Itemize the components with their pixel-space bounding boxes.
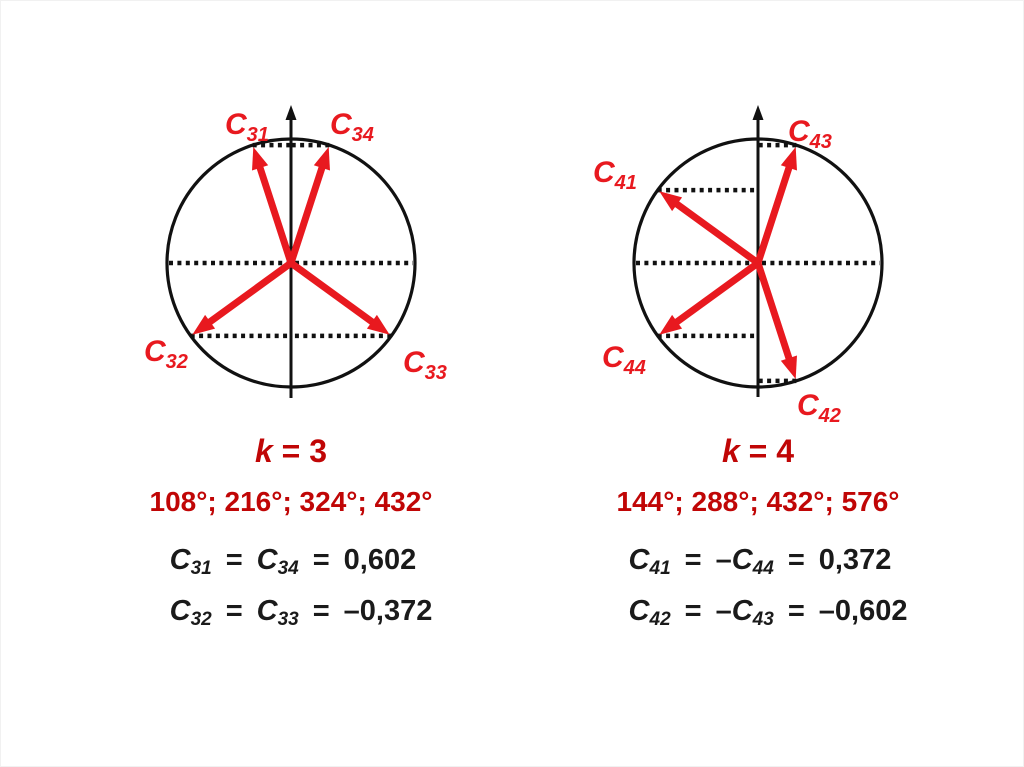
equals-sign: = — [225, 544, 243, 576]
vector-label-subscript: 41 — [614, 172, 637, 194]
vector-label-subscript: 44 — [623, 357, 646, 379]
column-k3: k = 3 108°; 216°; 324°; 432° C31 = C34 = 0,6… — [81, 1, 501, 766]
vector-label-subscript: 32 — [166, 351, 188, 373]
vector-label-subscript: 33 — [425, 362, 447, 384]
vector-arrowhead-icon-C42 — [780, 355, 797, 380]
k-value: = 3 — [272, 433, 328, 469]
coefficient-left: C41 — [628, 544, 671, 579]
equation-line: C32 = C33 = –0,372 — [170, 586, 433, 637]
vector-label-subscript: 31 — [247, 124, 269, 146]
vector-arrow-C34 — [287, 159, 328, 265]
coefficient-subscript: 34 — [277, 558, 299, 579]
equals-sign: = — [312, 595, 330, 627]
vector-arrowhead-icon-C41 — [659, 191, 683, 212]
vector-label-C31: C31 — [225, 108, 269, 146]
equation-line: C31 = C34 = 0,602 — [170, 535, 433, 586]
coefficient-left: C42 — [628, 595, 671, 630]
coefficient-mid: –C43 — [715, 595, 774, 630]
coefficient-value: –0,602 — [818, 595, 908, 627]
vector-arrowhead-icon-C43 — [780, 146, 797, 171]
coefficient-symbol: C — [169, 544, 191, 576]
minus-sign: – — [715, 595, 732, 627]
minus-sign: – — [715, 544, 732, 576]
coefficient-left: C31 — [169, 544, 212, 579]
vector-arrow-C44 — [668, 260, 761, 330]
coefficient-subscript: 31 — [190, 558, 212, 579]
coefficient-subscript: 44 — [752, 558, 774, 579]
coefficient-subscript: 43 — [752, 609, 774, 630]
vector-arrow-C32 — [201, 260, 294, 330]
vector-label-subscript: 42 — [818, 405, 841, 427]
k-heading: k = 4 — [547, 434, 969, 468]
equations-inner: C41 = –C44 = 0,372 C42 = –C43 = –0,602 — [609, 535, 908, 637]
vector-arrowhead-icon-C44 — [659, 314, 683, 335]
equals-sign: = — [787, 595, 805, 627]
vector-arrow-C41 — [668, 196, 761, 266]
axis-arrowhead-icon — [752, 105, 764, 120]
angles-list: 108°; 216°; 324°; 432° — [149, 486, 433, 517]
k-heading: k = 3 — [81, 434, 501, 468]
coefficient-symbol: C — [169, 595, 191, 627]
coefficient-symbol: C — [628, 544, 650, 576]
vector-arrow-C33 — [288, 260, 381, 330]
coefficient-subscript: 42 — [649, 609, 671, 630]
coefficient-mid: –C44 — [715, 544, 774, 579]
axis-arrowhead-icon — [285, 105, 297, 120]
equals-sign: = — [684, 544, 702, 576]
equals-sign: = — [312, 544, 330, 576]
equation-line: C41 = –C44 = 0,372 — [629, 535, 908, 586]
vector-arrow-C42 — [754, 261, 795, 367]
vector-arrowhead-icon-C34 — [313, 146, 330, 171]
equations-block: C41 = –C44 = 0,372 C42 = –C43 = –0,602 — [547, 535, 969, 637]
angles-list: 144°; 288°; 432°; 576° — [616, 486, 900, 517]
coefficient-value: 0,372 — [818, 544, 892, 576]
equations-block: C31 = C34 = 0,602 C32 = C33 = –0,372 — [81, 535, 501, 637]
coefficient-subscript: 33 — [277, 609, 299, 630]
coefficient-symbol: C — [256, 595, 278, 627]
vector-arrowhead-icon-C31 — [252, 146, 269, 171]
vector-label-subscript: 43 — [809, 131, 832, 153]
coefficient-value: 0,602 — [343, 544, 417, 576]
coefficient-mid: C34 — [256, 544, 299, 579]
k-symbol: k — [721, 433, 740, 469]
equation-line: C42 = –C43 = –0,602 — [629, 586, 908, 637]
equals-sign: = — [225, 595, 243, 627]
coefficient-subscript: 32 — [190, 609, 212, 630]
coefficient-left: C32 — [169, 595, 212, 630]
coefficient-symbol: C — [256, 544, 278, 576]
coefficient-symbol: C — [628, 595, 650, 627]
coefficient-value: –0,372 — [343, 595, 433, 627]
coefficient-mid: C33 — [256, 595, 299, 630]
vector-arrowhead-icon-C33 — [366, 314, 390, 335]
equations-inner: C31 = C34 = 0,602 C32 = C33 = –0,372 — [150, 535, 433, 637]
coefficient-symbol: C — [731, 595, 753, 627]
vector-arrow-C43 — [754, 159, 795, 265]
column-k4: k = 4 144°; 288°; 432°; 576° C41 = –C44 = 0,… — [547, 1, 969, 766]
coefficient-subscript: 41 — [649, 558, 671, 579]
k-symbol: k — [254, 433, 273, 469]
equals-sign: = — [684, 595, 702, 627]
vector-label-subscript: 34 — [352, 124, 374, 146]
coefficient-symbol: C — [731, 544, 753, 576]
vector-arrowhead-icon-C32 — [192, 314, 216, 335]
vector-arrow-C31 — [254, 159, 295, 265]
k-value: = 4 — [739, 433, 795, 469]
equals-sign: = — [787, 544, 805, 576]
